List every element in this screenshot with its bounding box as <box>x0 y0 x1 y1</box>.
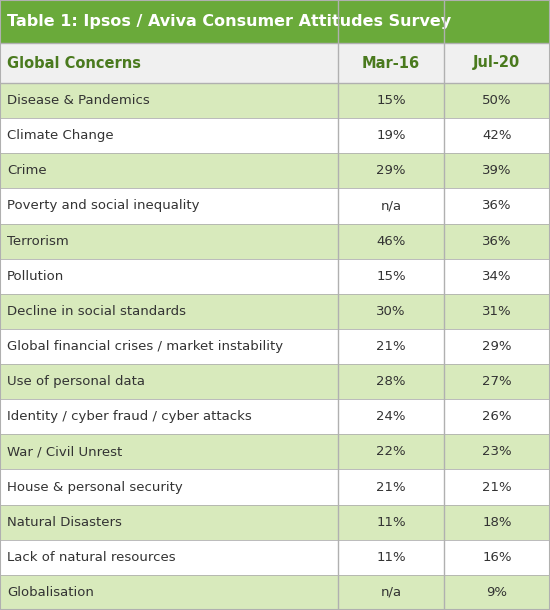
Text: 29%: 29% <box>376 164 406 178</box>
Text: 24%: 24% <box>376 411 406 423</box>
Bar <box>338 364 444 399</box>
Text: 21%: 21% <box>376 340 406 353</box>
Text: n/a: n/a <box>381 586 402 599</box>
Text: War / Civil Unrest: War / Civil Unrest <box>7 445 123 458</box>
Text: Disease & Pandemics: Disease & Pandemics <box>7 94 150 107</box>
Text: Identity / cyber fraud / cyber attacks: Identity / cyber fraud / cyber attacks <box>7 411 252 423</box>
Text: 11%: 11% <box>376 515 406 529</box>
Bar <box>0 470 338 504</box>
Bar <box>338 540 444 575</box>
Text: Mar-16: Mar-16 <box>362 56 420 71</box>
Text: 21%: 21% <box>376 481 406 493</box>
Bar <box>338 575 444 610</box>
Bar <box>338 223 444 259</box>
Text: 23%: 23% <box>482 445 512 458</box>
Bar <box>0 259 338 294</box>
Bar <box>0 399 338 434</box>
Bar <box>338 329 444 364</box>
Bar <box>444 118 550 153</box>
Text: 16%: 16% <box>482 551 512 564</box>
Text: 9%: 9% <box>486 586 508 599</box>
Bar <box>0 188 338 223</box>
Text: Lack of natural resources: Lack of natural resources <box>7 551 176 564</box>
Text: Global Concerns: Global Concerns <box>7 56 141 71</box>
Text: 31%: 31% <box>482 305 512 318</box>
Bar <box>0 575 338 610</box>
Text: n/a: n/a <box>381 199 402 212</box>
Bar <box>338 153 444 188</box>
Bar <box>0 153 338 188</box>
Bar <box>444 470 550 504</box>
Text: House & personal security: House & personal security <box>7 481 183 493</box>
Text: 15%: 15% <box>376 94 406 107</box>
Bar <box>444 223 550 259</box>
Bar <box>338 188 444 223</box>
Bar <box>338 43 444 83</box>
Text: 30%: 30% <box>376 305 406 318</box>
Text: 11%: 11% <box>376 551 406 564</box>
Text: Global financial crises / market instability: Global financial crises / market instabi… <box>7 340 283 353</box>
Bar <box>338 434 444 470</box>
Bar <box>338 470 444 504</box>
Text: Jul-20: Jul-20 <box>474 56 520 71</box>
Text: 39%: 39% <box>482 164 512 178</box>
Bar <box>338 259 444 294</box>
Text: 34%: 34% <box>482 270 512 282</box>
Bar <box>444 399 550 434</box>
Bar <box>444 294 550 329</box>
Bar <box>444 329 550 364</box>
Bar <box>0 118 338 153</box>
Bar <box>444 188 550 223</box>
Text: Globalisation: Globalisation <box>7 586 94 599</box>
Bar <box>338 399 444 434</box>
Text: Terrorism: Terrorism <box>7 235 69 248</box>
Bar <box>444 153 550 188</box>
Bar <box>338 294 444 329</box>
Text: Climate Change: Climate Change <box>7 129 114 142</box>
Bar <box>444 434 550 470</box>
Text: 19%: 19% <box>376 129 406 142</box>
Text: Decline in social standards: Decline in social standards <box>7 305 186 318</box>
Bar <box>0 540 338 575</box>
Text: Natural Disasters: Natural Disasters <box>7 515 122 529</box>
Text: 29%: 29% <box>482 340 512 353</box>
Text: 42%: 42% <box>482 129 512 142</box>
Bar <box>0 504 338 540</box>
Bar <box>0 364 338 399</box>
Text: Table 1: Ipsos / Aviva Consumer Attitudes Survey: Table 1: Ipsos / Aviva Consumer Attitude… <box>7 14 451 29</box>
Bar <box>338 504 444 540</box>
Text: 50%: 50% <box>482 94 512 107</box>
Text: Crime: Crime <box>7 164 47 178</box>
Text: 28%: 28% <box>376 375 406 388</box>
Bar <box>0 83 338 118</box>
Text: 36%: 36% <box>482 235 512 248</box>
Bar <box>0 434 338 470</box>
Text: 26%: 26% <box>482 411 512 423</box>
Text: 27%: 27% <box>482 375 512 388</box>
Bar <box>338 118 444 153</box>
Text: 22%: 22% <box>376 445 406 458</box>
Bar <box>444 575 550 610</box>
Text: 15%: 15% <box>376 270 406 282</box>
Text: Poverty and social inequality: Poverty and social inequality <box>7 199 200 212</box>
Bar <box>444 364 550 399</box>
Bar <box>0 223 338 259</box>
Bar <box>444 504 550 540</box>
Text: 18%: 18% <box>482 515 512 529</box>
Bar <box>0 0 550 43</box>
Bar <box>0 43 338 83</box>
Bar <box>444 540 550 575</box>
Text: 21%: 21% <box>482 481 512 493</box>
Bar <box>338 83 444 118</box>
Text: 46%: 46% <box>376 235 406 248</box>
Text: Use of personal data: Use of personal data <box>7 375 145 388</box>
Bar <box>444 259 550 294</box>
Bar <box>444 43 550 83</box>
Bar <box>0 294 338 329</box>
Text: 36%: 36% <box>482 199 512 212</box>
Bar <box>0 329 338 364</box>
Text: Pollution: Pollution <box>7 270 64 282</box>
Bar <box>444 83 550 118</box>
